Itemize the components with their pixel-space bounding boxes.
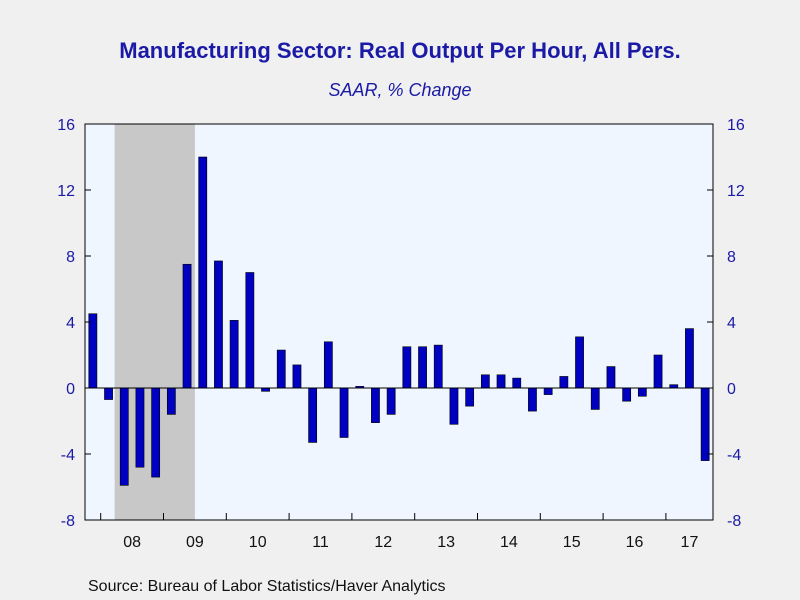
bar [229,320,239,389]
bar [402,346,412,389]
y-tick-label-left: -4 [61,447,75,464]
y-tick-label-left: 8 [66,249,75,266]
y-tick-label-right: 12 [727,183,745,200]
bar [386,387,396,415]
y-tick-label-right: -8 [727,513,741,530]
bar [88,313,98,389]
bar [292,364,302,389]
y-tick-label-left: 0 [66,381,75,398]
y-tick-label-right: 8 [727,249,736,266]
bar [371,387,380,423]
chart-subtitle: SAAR, % Change [328,80,472,100]
bar [685,328,694,389]
y-tick-label-left: -8 [61,513,75,530]
bar [543,387,553,395]
bar [182,263,192,389]
bar [339,387,349,438]
bar [637,387,647,397]
bar [465,387,475,407]
bar [135,387,145,468]
bar [245,272,255,389]
bar [418,346,427,389]
chart-title: Manufacturing Sector: Real Output Per Ho… [119,38,681,63]
bars-group [88,156,710,486]
bar [496,374,506,389]
bar [214,260,223,389]
bar [449,387,459,425]
y-tick-label-right: 4 [727,315,736,332]
bar [575,336,584,389]
bar [559,376,569,389]
bar [700,387,710,461]
bar [433,344,443,389]
chart-source: Source: Bureau of Labor Statistics/Haver… [88,578,446,595]
bar [528,387,537,412]
y-tick-label-left: 4 [66,315,75,332]
x-tick-label: 17 [681,534,699,551]
bar [622,387,632,402]
bar [480,374,490,389]
bar [151,387,161,478]
y-tick-label-right: 16 [727,117,745,134]
bar [590,387,600,410]
bar [276,349,286,389]
x-tick-label: 11 [312,534,329,551]
x-tick-label: 14 [500,534,518,551]
bar [198,156,208,389]
bar [166,387,176,415]
bar [119,387,129,486]
x-tick-label: 15 [563,534,581,551]
x-tick-label: 13 [437,534,455,551]
bar [606,366,616,389]
axes-group: -8 -8 -4 -4 0 0 4 4 8 8 12 12 16 16 08 09 10 11 12 13 14 15 16… [57,117,745,551]
bar [104,387,113,400]
x-tick-label: 08 [123,534,141,551]
y-tick-label-right: 0 [727,381,736,398]
bar [308,387,318,443]
bar [323,341,333,389]
x-tick-label: 09 [186,534,204,551]
x-tick-label: 10 [249,534,267,551]
y-tick-label-left: 16 [57,117,75,134]
y-tick-label-left: 12 [57,183,75,200]
bar [653,354,663,389]
y-tick-label-right: -4 [727,447,741,464]
bar [512,377,522,389]
x-tick-label: 16 [626,534,644,551]
x-tick-label: 12 [374,534,392,551]
